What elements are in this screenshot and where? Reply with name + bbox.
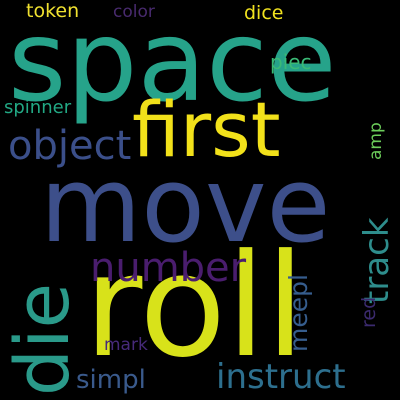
word-roll: roll [84, 224, 306, 389]
word-number: number [90, 245, 247, 291]
word-dice: dice [244, 2, 284, 24]
word-track: track [357, 217, 397, 304]
word-die: die [0, 282, 86, 396]
word-simpl: simpl [76, 365, 146, 395]
word-piec: piec [270, 50, 312, 74]
word-red: red [358, 296, 380, 328]
word-spinner: spinner [4, 97, 72, 118]
word-object: object [8, 123, 132, 169]
word-mark: mark [104, 335, 148, 355]
word-token: token [26, 0, 80, 22]
word-move: move [40, 144, 331, 266]
word-color: color [113, 2, 155, 22]
word-amp: amp [366, 122, 386, 160]
word-space: space [8, 0, 337, 127]
word-meepl: meepl [284, 274, 313, 352]
word-first: first [132, 85, 281, 174]
word-instruct: instruct [216, 357, 346, 397]
